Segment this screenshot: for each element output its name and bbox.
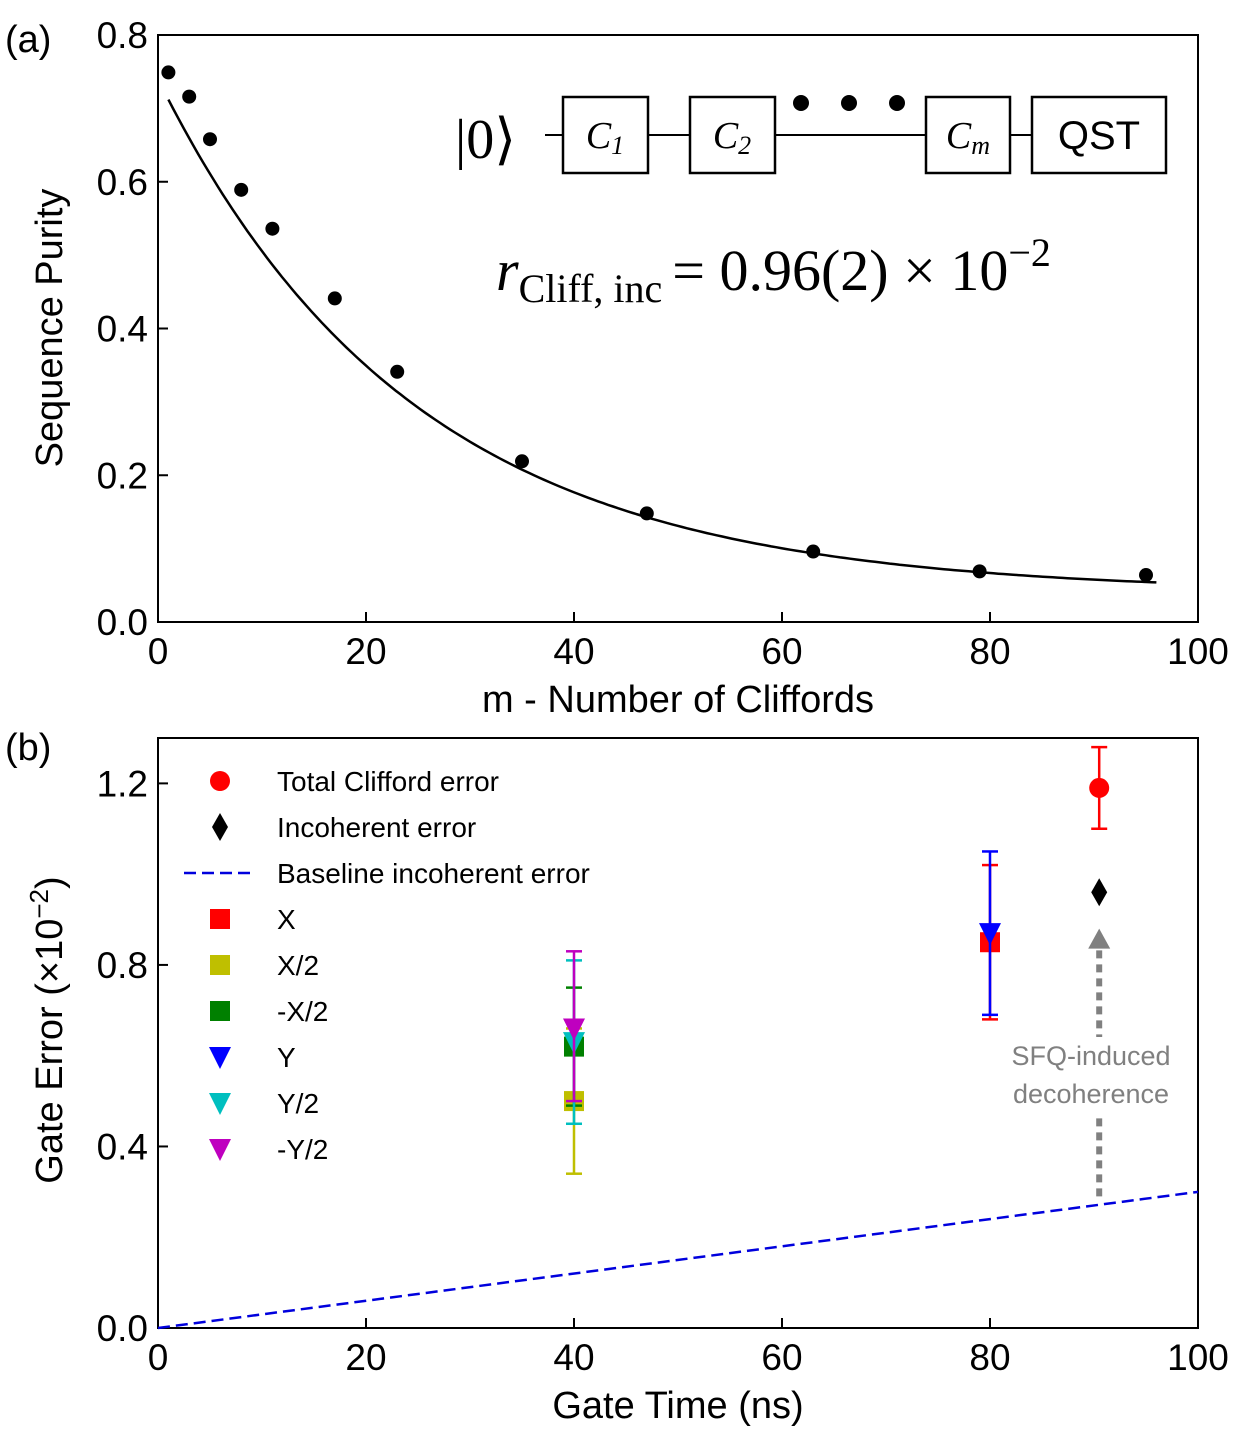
purity-data-point <box>972 564 987 579</box>
purity-data-point <box>203 132 217 147</box>
y-tick-label: 0.0 <box>97 602 148 643</box>
circuit-qst-box <box>1030 95 1168 175</box>
purity-data-point <box>806 544 821 559</box>
purity-data-point <box>182 89 197 104</box>
legend-swatch-circle <box>210 771 230 791</box>
sfq-decoherence-arrow <box>1088 928 1111 1197</box>
panel-a-y-axis-label: Sequence Purity <box>29 189 71 468</box>
panel-b-label: (b) <box>5 727 51 769</box>
circuit-gate-c2-label: C2 <box>713 115 751 160</box>
y-tick-label: 0.0 <box>97 1308 148 1349</box>
legend-swatch-diamond <box>212 813 228 841</box>
x-tick-label: 100 <box>1167 1337 1229 1378</box>
panel-b-axes-frame <box>157 737 1199 1329</box>
arrow-head <box>1088 928 1111 949</box>
x-tick-label: 40 <box>553 631 594 672</box>
panel-b-x-axis-label: Gate Time (ns) <box>552 1385 803 1427</box>
x-tick-label: 60 <box>761 1337 802 1378</box>
y-tick-label: 0.6 <box>97 162 148 203</box>
circuit-gate-c2 <box>688 95 777 175</box>
purity-data-point <box>161 65 176 80</box>
legend-swatch-triangle-down <box>209 1047 231 1069</box>
legend-label: Baseline incoherent error <box>277 858 590 889</box>
purity-data-point <box>1139 568 1153 583</box>
legend-label: X/2 <box>277 950 319 981</box>
panel-b-x-ticks: 0 20 40 60 80 100 <box>148 1318 1229 1378</box>
circuit-ket-zero: |0⟩ <box>455 109 516 171</box>
x-tick-label: 20 <box>345 1337 386 1378</box>
panel-a-fit-curve <box>167 99 1157 584</box>
x-tick-label: 80 <box>969 1337 1010 1378</box>
data-point--y-2 <box>563 1018 585 1041</box>
y-tick-label: 0.2 <box>97 455 148 496</box>
panel-b: (b) 0 20 40 60 80 100 0.0 0.4 0.8 1.2 Gate Time … <box>5 727 1229 1427</box>
purity-data-point <box>515 454 529 469</box>
arrow-label-background <box>992 1037 1190 1115</box>
formula-annotation: rCliff, inc = 0.96(2) × 10−2 <box>496 230 1051 311</box>
circuit-diagram: |0⟩ C1 C2 Cm QST <box>455 95 1168 175</box>
legend-swatch-square <box>210 1001 230 1021</box>
y-tick-label: 0.8 <box>97 15 148 56</box>
purity-data-point <box>639 506 654 521</box>
circuit-qst-label: QST <box>1058 114 1140 158</box>
y-tick-label: 0.4 <box>97 1126 148 1167</box>
legend-label: X <box>277 904 296 935</box>
circuit-ellipsis-dot <box>889 95 905 111</box>
panel-b-data-points <box>563 745 1110 1175</box>
panel-a-data-points <box>161 65 1153 583</box>
y-tick-label: 0.4 <box>97 309 148 350</box>
y-tick-label: 0.8 <box>97 945 148 986</box>
panel-a-y-ticks: 0.0 0.2 0.4 0.6 0.8 <box>97 15 168 643</box>
arrow-label-line-1: SFQ-induced <box>1011 1041 1170 1071</box>
baseline-incoherent-error-line <box>157 1190 1199 1330</box>
x-tick-label: 80 <box>969 631 1010 672</box>
legend-swatch-triangle-down <box>209 1139 231 1161</box>
panel-a-x-axis-label: m - Number of Cliffords <box>482 679 874 721</box>
arrow-label-line-2: decoherence <box>1013 1079 1169 1109</box>
purity-data-point <box>234 182 249 197</box>
legend-label: Total Clifford error <box>277 766 499 797</box>
panel-a: (a) 0 20 40 60 80 100 0.0 0.2 0.4 0.6 0.8 m - Num… <box>5 15 1229 721</box>
legend-label: Incoherent error <box>277 812 476 843</box>
panel-b-legend: Total Clifford error Incoherent error Base… <box>184 766 590 1165</box>
circuit-ellipsis-dot <box>793 95 809 111</box>
legend-label: -X/2 <box>277 996 328 1027</box>
panel-a-label: (a) <box>5 19 51 61</box>
legend-label: Y/2 <box>277 1088 319 1119</box>
legend-swatch-triangle-down <box>209 1093 231 1115</box>
x-tick-label: 0 <box>148 1337 169 1378</box>
circuit-gate-cm-label: Cm <box>946 115 990 160</box>
x-tick-label: 40 <box>553 1337 594 1378</box>
x-tick-label: 0 <box>148 631 169 672</box>
panel-a-x-ticks: 0 20 40 60 80 100 <box>148 612 1229 672</box>
data-point-total-clifford-error <box>1089 777 1110 798</box>
legend-swatch-square <box>210 909 230 929</box>
legend-label: Y <box>277 1042 296 1073</box>
x-tick-label: 20 <box>345 631 386 672</box>
legend-swatch-square <box>210 955 230 975</box>
panel-b-y-ticks: 0.0 0.4 0.8 1.2 <box>97 763 168 1349</box>
circuit-ellipsis-dot <box>841 95 857 111</box>
purity-data-point <box>327 291 342 306</box>
circuit-gate-c1 <box>561 95 650 175</box>
circuit-gate-c1-label: C1 <box>586 115 624 160</box>
circuit-gate-cm <box>924 95 1012 175</box>
y-tick-label: 1.2 <box>97 763 148 804</box>
x-tick-label: 60 <box>761 631 802 672</box>
legend-label: -Y/2 <box>277 1134 328 1165</box>
panel-b-y-axis-label: Gate Error (×10−2) <box>24 876 71 1183</box>
data-point-y <box>979 923 1001 946</box>
purity-data-point <box>265 221 280 236</box>
data-point-incoherent-error <box>1091 878 1108 907</box>
purity-data-point <box>390 364 405 379</box>
x-tick-label: 100 <box>1167 631 1229 672</box>
